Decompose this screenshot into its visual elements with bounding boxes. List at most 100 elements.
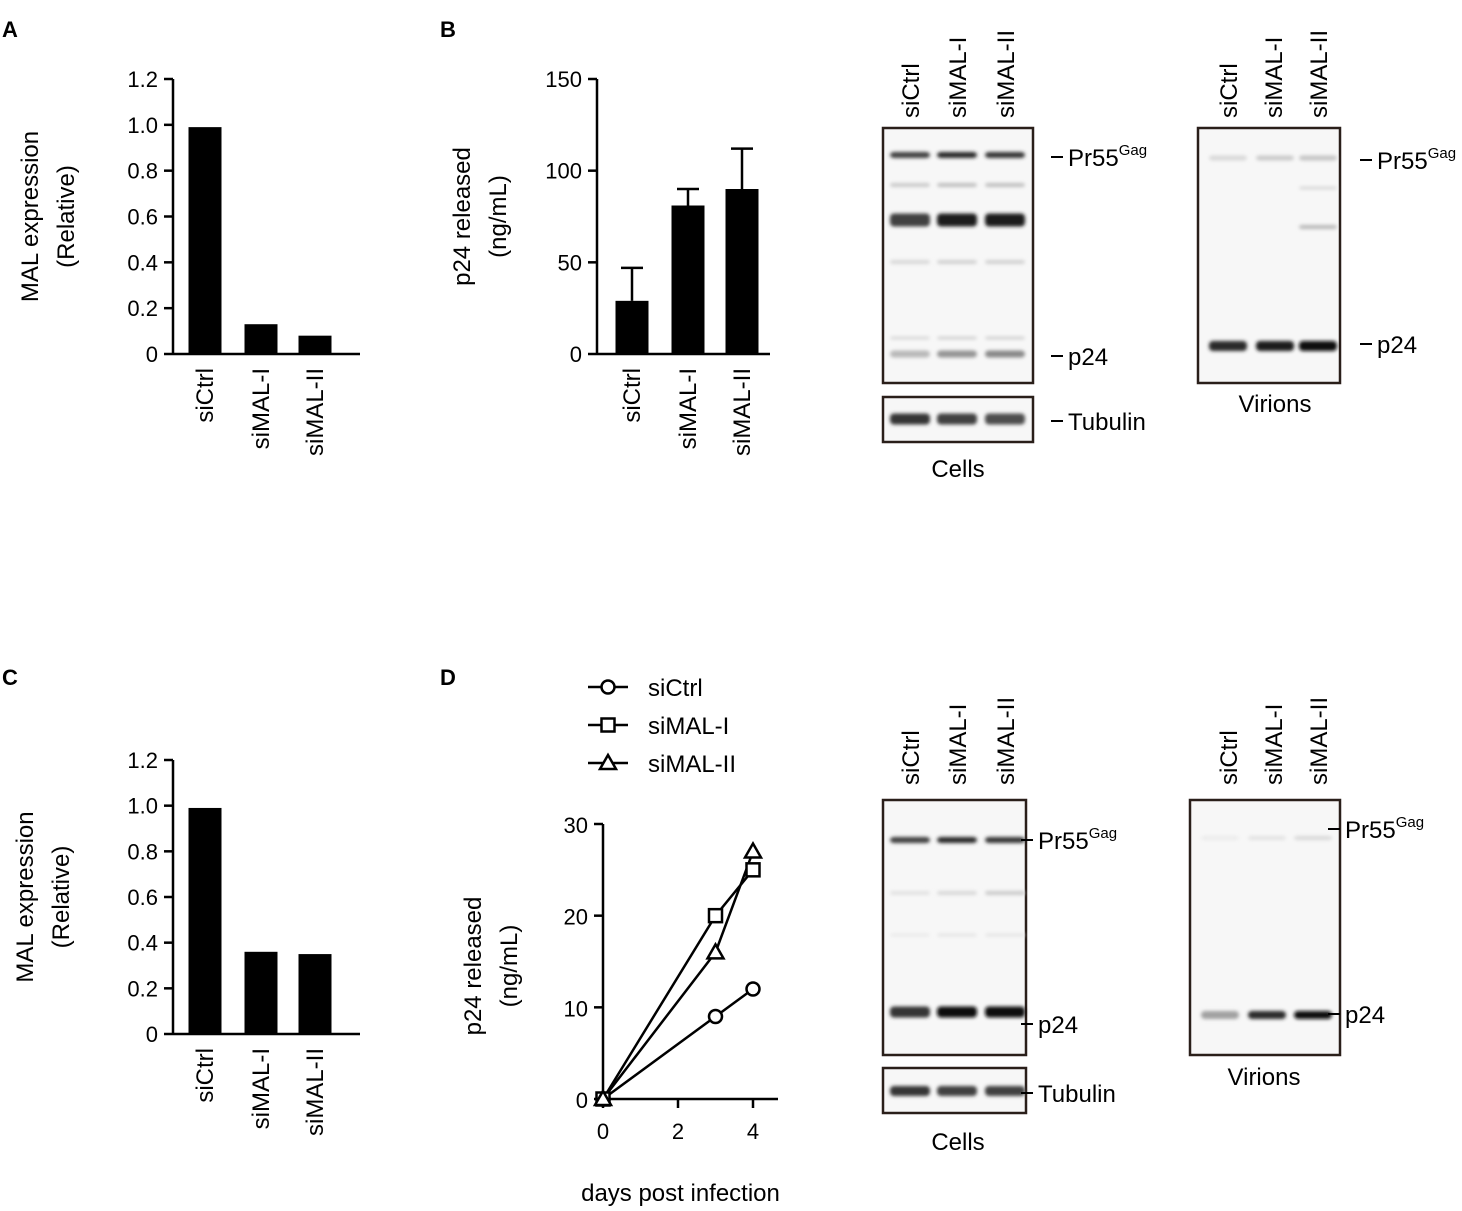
panel-d-cells-band [937, 1006, 977, 1018]
panel-a-bar [244, 324, 278, 354]
panel-d-legend-label: siCtrl [648, 675, 703, 702]
panel-b-faint-band [890, 260, 930, 264]
panel-d-legend-label: siMAL-II [648, 751, 736, 778]
panel-c-y-tick-label: 0.4 [127, 931, 158, 956]
panel-b-cells-band-label: p24 [1068, 344, 1108, 371]
panel-c-y-tick-label: 1.2 [127, 748, 158, 773]
panel-d-y-axis-title: (ng/mL) [496, 925, 523, 1008]
panel-d-tubulin-label: Tubulin [1038, 1081, 1116, 1108]
panel-d-cells-band [985, 837, 1025, 843]
panel-letter-c: C [2, 665, 18, 690]
panel-a-category-label: siCtrl [192, 368, 219, 423]
panel-b-category-label: siMAL-I [675, 368, 702, 449]
panel-d-faint-band [890, 891, 930, 895]
panel-d-virions-band [1248, 836, 1286, 840]
panel-d-point [707, 1008, 724, 1025]
panel-d-faint-band [890, 933, 930, 937]
panel-b-cells-band-label: Pr55Gag [1068, 142, 1147, 172]
panel-b-virions-lane-label: siMAL-I [1261, 37, 1288, 118]
panel-b-cells-band [890, 350, 930, 358]
panel-b-tubulin-label: Tubulin [1068, 409, 1146, 436]
panel-d-y-axis-title: p24 released [460, 897, 487, 1036]
panel-d-cells-lane-label: siMAL-I [945, 704, 972, 785]
panel-b-y-tick-label: 150 [545, 67, 582, 92]
panel-d-faint-band [937, 891, 977, 895]
panel-b-y-tick-label: 0 [570, 342, 582, 367]
panel-b-virions-caption: Virions [1239, 391, 1312, 418]
panel-c-y-axis-title: MAL expression [12, 811, 39, 982]
panel-b-bar [725, 189, 759, 354]
panel-b-virions-band-label-superscript: Gag [1428, 145, 1456, 162]
panel-d-point [745, 981, 761, 997]
panel-d-faint-band [937, 933, 977, 937]
panel-d-y-tick-label: 0 [576, 1088, 588, 1113]
panel-d-series-line [602, 987, 754, 1101]
panel-b-cells-band-label-superscript: Gag [1119, 142, 1147, 159]
panel-a-y-tick-label: 0.8 [127, 159, 158, 184]
panel-d-legend-marker [600, 679, 616, 695]
panel-d-cells-lane-label: siMAL-II [993, 697, 1020, 785]
panel-d-cells-lane-label: siCtrl [898, 730, 925, 785]
panel-d-legend-marker [600, 717, 616, 733]
panel-d-point [707, 907, 724, 924]
panel-a-y-tick-label: 0.6 [127, 205, 158, 230]
panel-d-series-line [601, 869, 754, 1100]
panel-d-tubulin-band [890, 1086, 930, 1096]
panel-b-cells-lane-label: siMAL-II [993, 30, 1020, 118]
panel-d-faint-band [985, 891, 1025, 895]
panel-d-point [592, 1088, 614, 1107]
panel-a-y-tick-label: 0 [146, 342, 158, 367]
panel-b-faint-band [1299, 225, 1337, 229]
panel-d-y-tick-label: 30 [564, 813, 588, 838]
panel-d-x-tick-label: 4 [747, 1119, 759, 1144]
panel-d-virions-band-label: p24 [1345, 1002, 1385, 1029]
panel-d-virions-lane-label: siMAL-I [1261, 704, 1288, 785]
panel-d-cells-band-label: p24 [1038, 1012, 1078, 1039]
panel-b-virions-band [1299, 155, 1337, 161]
panel-a-y-tick-label: 1.0 [127, 113, 158, 138]
panel-d-virions-band [1201, 1011, 1239, 1019]
panel-a-y-tick-label: 0.2 [127, 296, 158, 321]
panel-d-cells-band [937, 837, 977, 843]
panel-d-virions-caption: Virions [1228, 1064, 1301, 1091]
panel-b-virions-band [1209, 155, 1247, 161]
panel-b-virions-lane-label: siCtrl [1216, 63, 1243, 118]
panel-c-category-label: siCtrl [192, 1048, 219, 1103]
panel-a-category-label: siMAL-II [302, 368, 329, 456]
panel-d-x-axis-title: days post infection [581, 1180, 780, 1207]
panel-b-chart: 0 50 100 150 siCtrl siMAL-I siMAL-II p24 releas… [449, 67, 770, 456]
panel-b-faint-band [985, 336, 1025, 340]
panel-b-tubulin-band [937, 413, 977, 425]
panel-b-bar [615, 300, 649, 354]
panel-b-cells-caption: Cells [931, 456, 984, 483]
panel-b-y-axis-title: (ng/mL) [485, 175, 512, 258]
panel-d-virions-band-label: Pr55Gag [1345, 814, 1424, 844]
panel-b-cells-band [937, 213, 977, 227]
panel-d-legend-marker [597, 752, 619, 771]
panel-b-y-axis-title: p24 released [449, 147, 476, 286]
panel-c-chart: 0 0.2 0.4 0.6 0.8 1.0 1.2 siCtrl siMAL-I siMAL-II… [12, 748, 360, 1136]
panel-d-point [705, 941, 726, 960]
panel-a-category-label: siMAL-I [248, 368, 275, 449]
panel-b-virions-blot-frame [1196, 126, 1342, 385]
panel-d-virions-band [1294, 1011, 1332, 1019]
panel-c-y-tick-label: 0.8 [127, 839, 158, 864]
panel-b-bar [671, 205, 705, 354]
panel-b-faint-band [937, 336, 977, 340]
panel-d-y-tick-label: 20 [564, 905, 588, 930]
panel-b-virions-band-label: Pr55Gag [1377, 145, 1456, 175]
panel-b-y-tick-label: 50 [558, 250, 582, 275]
panel-c-y-tick-label: 0.2 [127, 976, 158, 1001]
panel-d-x-tick-label: 2 [672, 1119, 684, 1144]
panel-b-faint-band [985, 183, 1025, 187]
panel-b-virions-lane-label: siMAL-II [1306, 30, 1333, 118]
panel-a-y-tick-label: 0.4 [127, 250, 158, 275]
panel-b-faint-band [890, 183, 930, 187]
panel-b-faint-band [937, 183, 977, 187]
panel-b-faint-band [937, 260, 977, 264]
panel-b-faint-band [985, 260, 1025, 264]
panel-d-virions-band [1201, 836, 1239, 840]
panel-b-y-tick-label: 100 [545, 159, 582, 184]
panel-b-category-label: siCtrl [619, 368, 646, 423]
panel-d-virions-band [1248, 1011, 1286, 1019]
